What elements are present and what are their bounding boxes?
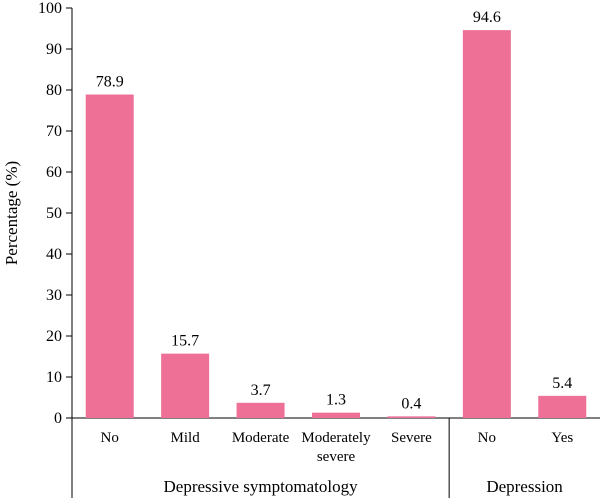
bar: [312, 412, 360, 418]
group-label: Depressive symptomatology: [164, 477, 359, 496]
bar-value-label: 1.3: [326, 392, 346, 409]
y-tick-label: 100: [38, 0, 62, 17]
y-tick-label: 0: [54, 410, 62, 427]
y-tick-label: 40: [46, 246, 62, 263]
bar: [462, 30, 511, 418]
y-tick-label: 20: [46, 328, 62, 345]
x-category-label: No: [101, 430, 119, 446]
bar: [161, 353, 210, 418]
bar: [387, 416, 436, 418]
bar-value-label: 5.4: [552, 375, 572, 392]
y-tick-label: 30: [46, 287, 62, 304]
x-category-label: Moderate: [232, 430, 290, 446]
bar: [538, 395, 587, 418]
bar: [85, 94, 134, 418]
group-label: Depression: [486, 477, 563, 496]
x-category-label: Mild: [171, 430, 201, 446]
bar-value-label: 15.7: [171, 333, 199, 350]
y-tick-label: 50: [46, 205, 62, 222]
x-category-label: Yes: [551, 430, 573, 446]
y-tick-label: 80: [46, 82, 62, 99]
x-category-label: Moderately: [301, 430, 371, 446]
y-axis-title: Percentage (%): [2, 161, 21, 265]
y-tick-label: 90: [46, 41, 62, 58]
bar: [236, 402, 285, 418]
x-category-label: No: [478, 430, 496, 446]
bar-value-label: 94.6: [473, 9, 501, 26]
bar-value-label: 0.4: [401, 395, 421, 412]
y-tick-label: 70: [46, 123, 62, 140]
x-category-label: Severe: [391, 430, 432, 446]
bar-value-label: 3.7: [251, 382, 271, 399]
x-category-label: severe: [317, 449, 356, 465]
y-tick-label: 60: [46, 164, 62, 181]
y-tick-label: 10: [46, 369, 62, 386]
bar-value-label: 78.9: [96, 74, 124, 91]
